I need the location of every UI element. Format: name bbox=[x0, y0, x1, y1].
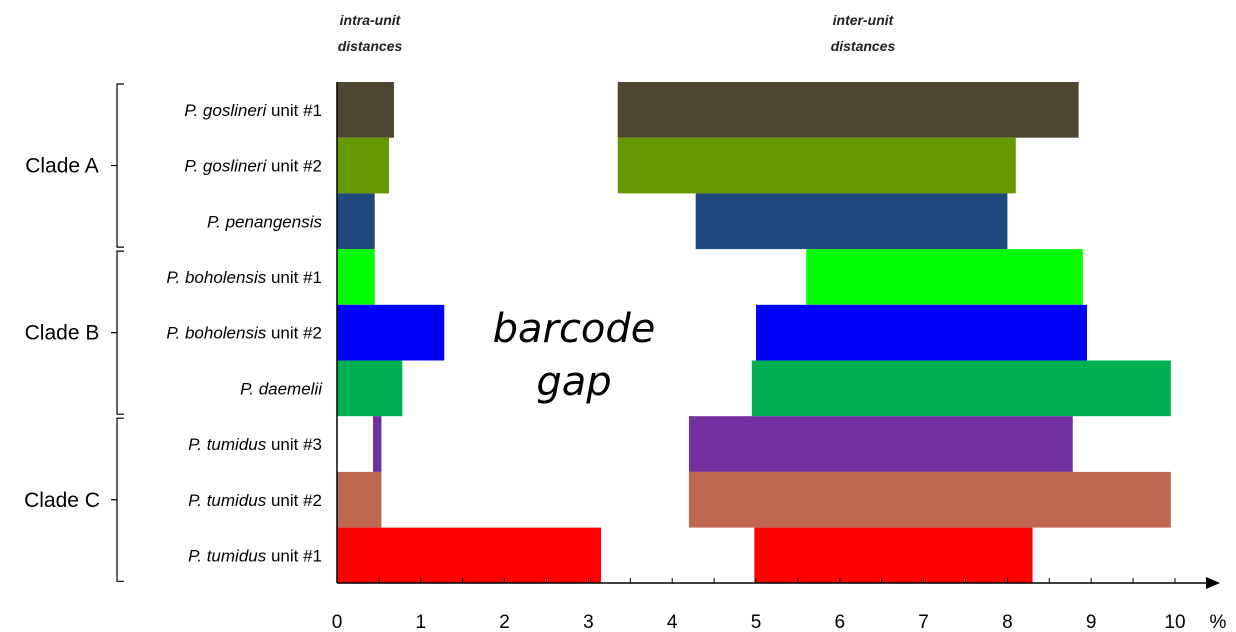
row-label: P. tumidus unit #1 bbox=[188, 546, 322, 565]
x-tick-label: 2 bbox=[499, 612, 510, 632]
clade-label: Clade C bbox=[24, 489, 100, 512]
x-tick-label: 9 bbox=[1086, 612, 1097, 632]
unit-name: unit #1 bbox=[266, 268, 322, 287]
row-label: P. penangensis bbox=[207, 212, 323, 231]
unit-name: unit #1 bbox=[266, 101, 322, 120]
row-label: P. tumidus unit #3 bbox=[188, 435, 322, 454]
inter-bar bbox=[688, 471, 1171, 528]
intra-bar bbox=[337, 249, 375, 305]
x-tick-label: 3 bbox=[583, 612, 594, 632]
species-name: P. tumidus bbox=[188, 491, 267, 510]
clade-label: Clade B bbox=[25, 322, 100, 345]
x-tick-label: 8 bbox=[1002, 612, 1013, 632]
species-name: P. goslineri bbox=[184, 157, 267, 176]
inter-bar bbox=[688, 416, 1073, 472]
intra-bar bbox=[337, 471, 382, 528]
x-tick-label: 5 bbox=[751, 612, 762, 632]
species-name: P. boholensis bbox=[166, 268, 266, 287]
bars bbox=[337, 82, 1171, 584]
species-name: P. tumidus bbox=[188, 546, 267, 565]
row-labels: P. goslineri unit #1P. goslineri unit #2… bbox=[166, 101, 323, 566]
intra-header-line1: intra-unit bbox=[340, 12, 402, 28]
inter-bar bbox=[806, 249, 1083, 305]
column-headers: intra-unit distances inter-unit distance… bbox=[338, 12, 896, 54]
intra-bar bbox=[337, 82, 394, 138]
row-label: P. boholensis unit #1 bbox=[166, 268, 322, 287]
row-label: P. daemelii bbox=[240, 379, 323, 398]
intra-bar bbox=[337, 527, 601, 584]
barcode-gap-line1: barcode bbox=[493, 306, 656, 352]
inter-bar bbox=[695, 193, 1008, 250]
row-label: P. tumidus unit #2 bbox=[188, 491, 322, 510]
intra-bar bbox=[337, 137, 389, 194]
species-name: P. goslineri bbox=[184, 101, 267, 120]
barcode-gap-annotation: barcode gap bbox=[493, 306, 656, 405]
clade-label: Clade A bbox=[25, 155, 99, 178]
x-tick-label: 1 bbox=[416, 612, 427, 632]
intra-bar bbox=[337, 304, 445, 361]
x-tick-label: 10 bbox=[1164, 612, 1185, 632]
clade-bracket bbox=[111, 250, 124, 415]
barcode-gap-line2: gap bbox=[536, 359, 611, 405]
x-tick-label: 0 bbox=[332, 612, 343, 632]
species-name: P. daemelii bbox=[240, 379, 323, 398]
clade-groups: Clade A Clade B Clade C bbox=[24, 83, 124, 582]
unit-name: unit #2 bbox=[266, 157, 322, 176]
x-axis-arrowhead bbox=[1206, 577, 1220, 589]
x-tick-label: 6 bbox=[835, 612, 846, 632]
unit-name: unit #2 bbox=[266, 491, 322, 510]
x-tick-label: 4 bbox=[667, 612, 678, 632]
intra-bar bbox=[337, 193, 375, 250]
intra-bar bbox=[337, 360, 403, 417]
unit-name: unit #1 bbox=[266, 546, 322, 565]
unit-name: unit #3 bbox=[266, 435, 322, 454]
x-tick-label: 7 bbox=[918, 612, 929, 632]
inter-bar bbox=[754, 527, 1033, 584]
intra-bar bbox=[373, 416, 382, 472]
unit-name: unit #2 bbox=[266, 324, 322, 343]
intra-header-line2: distances bbox=[338, 38, 403, 54]
inter-bar bbox=[617, 82, 1079, 138]
species-name: P. penangensis bbox=[207, 212, 323, 231]
row-label: P. goslineri unit #2 bbox=[184, 157, 322, 176]
clade-bracket bbox=[111, 417, 124, 582]
inter-bar bbox=[751, 360, 1171, 417]
inter-bar bbox=[756, 304, 1088, 361]
clade-bracket bbox=[111, 83, 124, 248]
x-axis: 0 1 2 3 4 5 6 7 8 9 10 bbox=[332, 82, 1220, 632]
row-label: P. goslineri unit #1 bbox=[184, 101, 322, 120]
species-name: P. tumidus bbox=[188, 435, 267, 454]
inter-bar bbox=[617, 137, 1016, 194]
inter-header-line2: distances bbox=[831, 38, 896, 54]
species-name: P. boholensis bbox=[166, 324, 266, 343]
row-label: P. boholensis unit #2 bbox=[166, 324, 322, 343]
inter-header-line1: inter-unit bbox=[833, 12, 895, 28]
x-axis-unit: % bbox=[1210, 612, 1227, 632]
